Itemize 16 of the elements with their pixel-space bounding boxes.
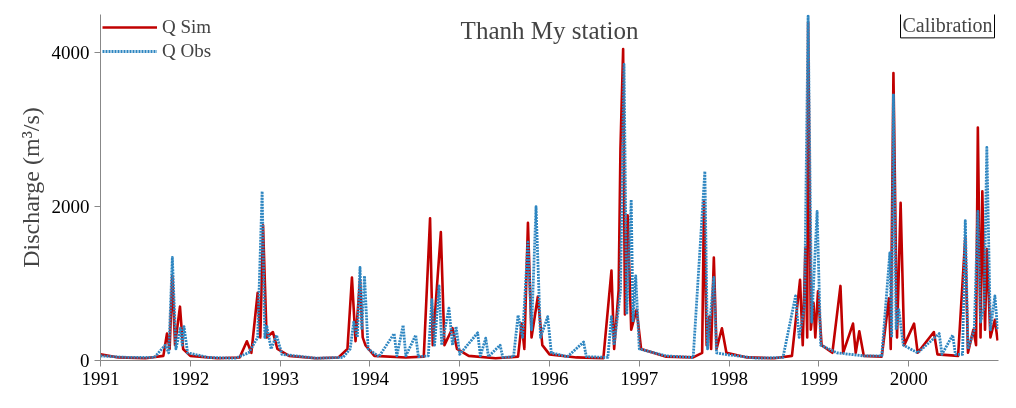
x-tick-label: 1993	[261, 367, 300, 389]
legend-label: Q Sim	[162, 16, 212, 38]
x-tick-label: 1994	[350, 367, 390, 389]
legend-label: Q Obs	[162, 40, 212, 62]
y-tick-label: 2000	[51, 196, 90, 218]
y-tick-label: 4000	[51, 42, 90, 64]
x-tick-label: 1995	[440, 367, 479, 389]
x-tick-label: 1996	[530, 367, 569, 389]
x-tick-label: 1992	[171, 367, 210, 389]
x-tick-label: 2000	[889, 367, 928, 389]
x-tick-label: 1998	[710, 367, 749, 389]
x-tick-label: 1997	[620, 367, 659, 389]
y-axis-title: Discharge (m³/s)	[17, 107, 44, 268]
chart-title: Thanh My station	[460, 16, 639, 44]
x-tick-label: 1999	[799, 367, 838, 389]
annotation: Calibration	[902, 13, 993, 36]
